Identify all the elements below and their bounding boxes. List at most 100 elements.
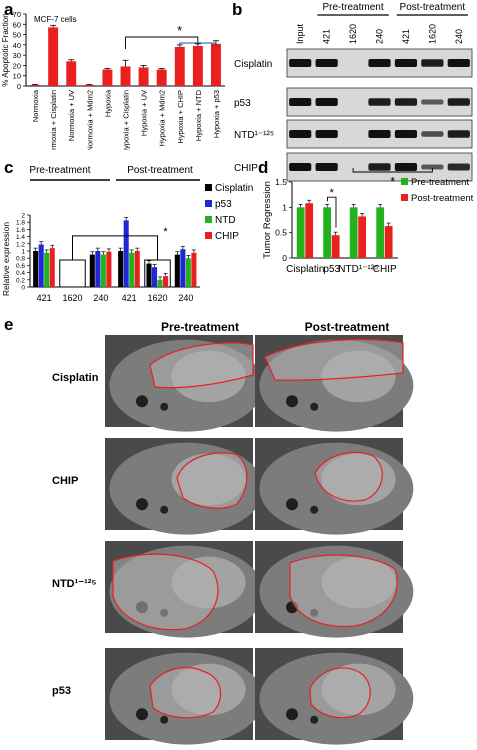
x-tick-label: Normoxia + Cisplatin: [49, 90, 58, 150]
tumor-outline: [149, 667, 222, 719]
panel-letter-c: c: [4, 158, 14, 177]
mri-row-label: Cisplatin: [52, 372, 99, 384]
y-tick-label: 1.5: [275, 177, 287, 187]
blot-band: [289, 98, 312, 106]
blot-band: [368, 163, 391, 171]
y-axis-label: Relative expression: [1, 222, 11, 296]
mri-dark-region: [136, 395, 148, 408]
x-tick-label: 240: [93, 293, 108, 303]
bar: [191, 252, 197, 287]
mri-scan-image: [105, 335, 264, 432]
y-tick-label: 50: [13, 31, 21, 40]
mri-dark-region: [160, 715, 169, 724]
legend-label: Pre-treatment: [411, 177, 469, 188]
panel-letter-e: e: [4, 315, 14, 334]
bar: [48, 27, 59, 86]
group-header-pre: Pre-treatment: [29, 165, 90, 176]
blot-band: [289, 130, 312, 138]
blot-lane-label: 240: [375, 29, 385, 44]
mri-scan-image: [255, 541, 414, 638]
significance-star: *: [330, 187, 335, 199]
y-tick-label: 0.5: [275, 228, 287, 238]
significance-bracket: [327, 196, 337, 228]
cell-line-label: MCF-7 cells: [34, 15, 77, 24]
significance-star: *: [163, 226, 168, 238]
bar: [384, 226, 393, 258]
blot-significance-bracket: [352, 168, 433, 173]
mri-scan-image: [105, 648, 264, 745]
blot-band: [368, 59, 391, 67]
y-tick-label: 0.6: [16, 263, 25, 270]
bar: [331, 235, 340, 258]
blot-band: [289, 59, 312, 67]
panel-letter-b: b: [232, 0, 243, 19]
mri-dark-region: [310, 715, 319, 724]
blot-band: [315, 163, 338, 171]
blot-band: [315, 98, 338, 106]
legend-swatch: [205, 200, 212, 207]
legend-swatch: [205, 184, 212, 191]
x-tick-label: 1620: [147, 293, 167, 303]
y-tick-label: 10: [13, 72, 21, 81]
bar: [49, 248, 55, 287]
mri-col-header-pre: Pre-treatment: [160, 320, 240, 334]
x-tick-label: Hypoxia: [103, 89, 112, 117]
bar: [95, 251, 101, 287]
mri-dark-region: [286, 395, 298, 408]
bar: [323, 207, 332, 258]
blot-row-label: NTD¹⁻¹²⁵: [234, 130, 274, 141]
mri-scan-image: [105, 541, 264, 638]
bar: [84, 84, 95, 86]
significance-bracket: [72, 235, 158, 260]
tumor-outline: [309, 667, 371, 719]
panel-letter-a: a: [4, 0, 14, 19]
mri-col-header-post: Post-treatment: [304, 320, 390, 334]
bar: [349, 207, 358, 258]
blot-band: [447, 98, 470, 106]
mri-dark-region: [286, 708, 298, 721]
y-tick-label: 60: [13, 20, 21, 29]
bar: [123, 220, 129, 287]
bar: [134, 251, 140, 287]
tumor-outline: [314, 451, 383, 502]
bar: [174, 46, 185, 86]
y-tick-label: 1.2: [16, 241, 25, 248]
bar: [156, 69, 167, 86]
x-tick-label: 1620: [62, 293, 82, 303]
blot-band: [447, 59, 470, 67]
blot-lane-label: 421: [322, 29, 332, 44]
bar: [106, 251, 112, 287]
y-tick-label: 0.4: [16, 270, 25, 277]
mri-image-grid: Cisplatin CHIP NTD¹⁻¹²⁵ p53: [52, 335, 414, 745]
blot-lane-label: 421: [401, 29, 411, 44]
panel-letter-d: d: [258, 158, 269, 177]
mri-row-label: p53: [52, 685, 71, 697]
blot-lane-label: Input: [295, 23, 305, 44]
mri-dark-region: [286, 498, 298, 511]
y-tick-label: 1.4: [16, 234, 25, 241]
bar: [44, 252, 50, 287]
blot-lane-label: 1620: [427, 24, 437, 44]
x-tick-label: Hypoxia + NTD: [194, 89, 203, 141]
y-tick-label: 20: [13, 61, 21, 70]
bar: [305, 203, 314, 258]
mri-row-label: NTD¹⁻¹²⁵: [52, 578, 97, 590]
blot-band: [315, 130, 338, 138]
blot-band: [394, 98, 418, 106]
y-tick-label: 1: [21, 249, 25, 256]
bar: [30, 84, 41, 86]
y-tick-label: 40: [13, 41, 21, 50]
bar: [157, 279, 163, 287]
x-tick-label: Hypoxia + CHIP: [176, 90, 185, 144]
bar: [358, 216, 367, 258]
bar: [146, 263, 152, 287]
mri-dark-region: [160, 505, 169, 514]
legend-label: Cisplatin: [215, 183, 253, 194]
legend-label: p53: [215, 199, 232, 210]
blot-row-label: p53: [234, 98, 251, 109]
bar: [118, 251, 124, 287]
blot-header-pre: Pre-treatment: [323, 2, 384, 13]
bar: [138, 67, 149, 86]
mri-dark-region: [136, 498, 148, 511]
x-tick-label: 421: [37, 293, 52, 303]
